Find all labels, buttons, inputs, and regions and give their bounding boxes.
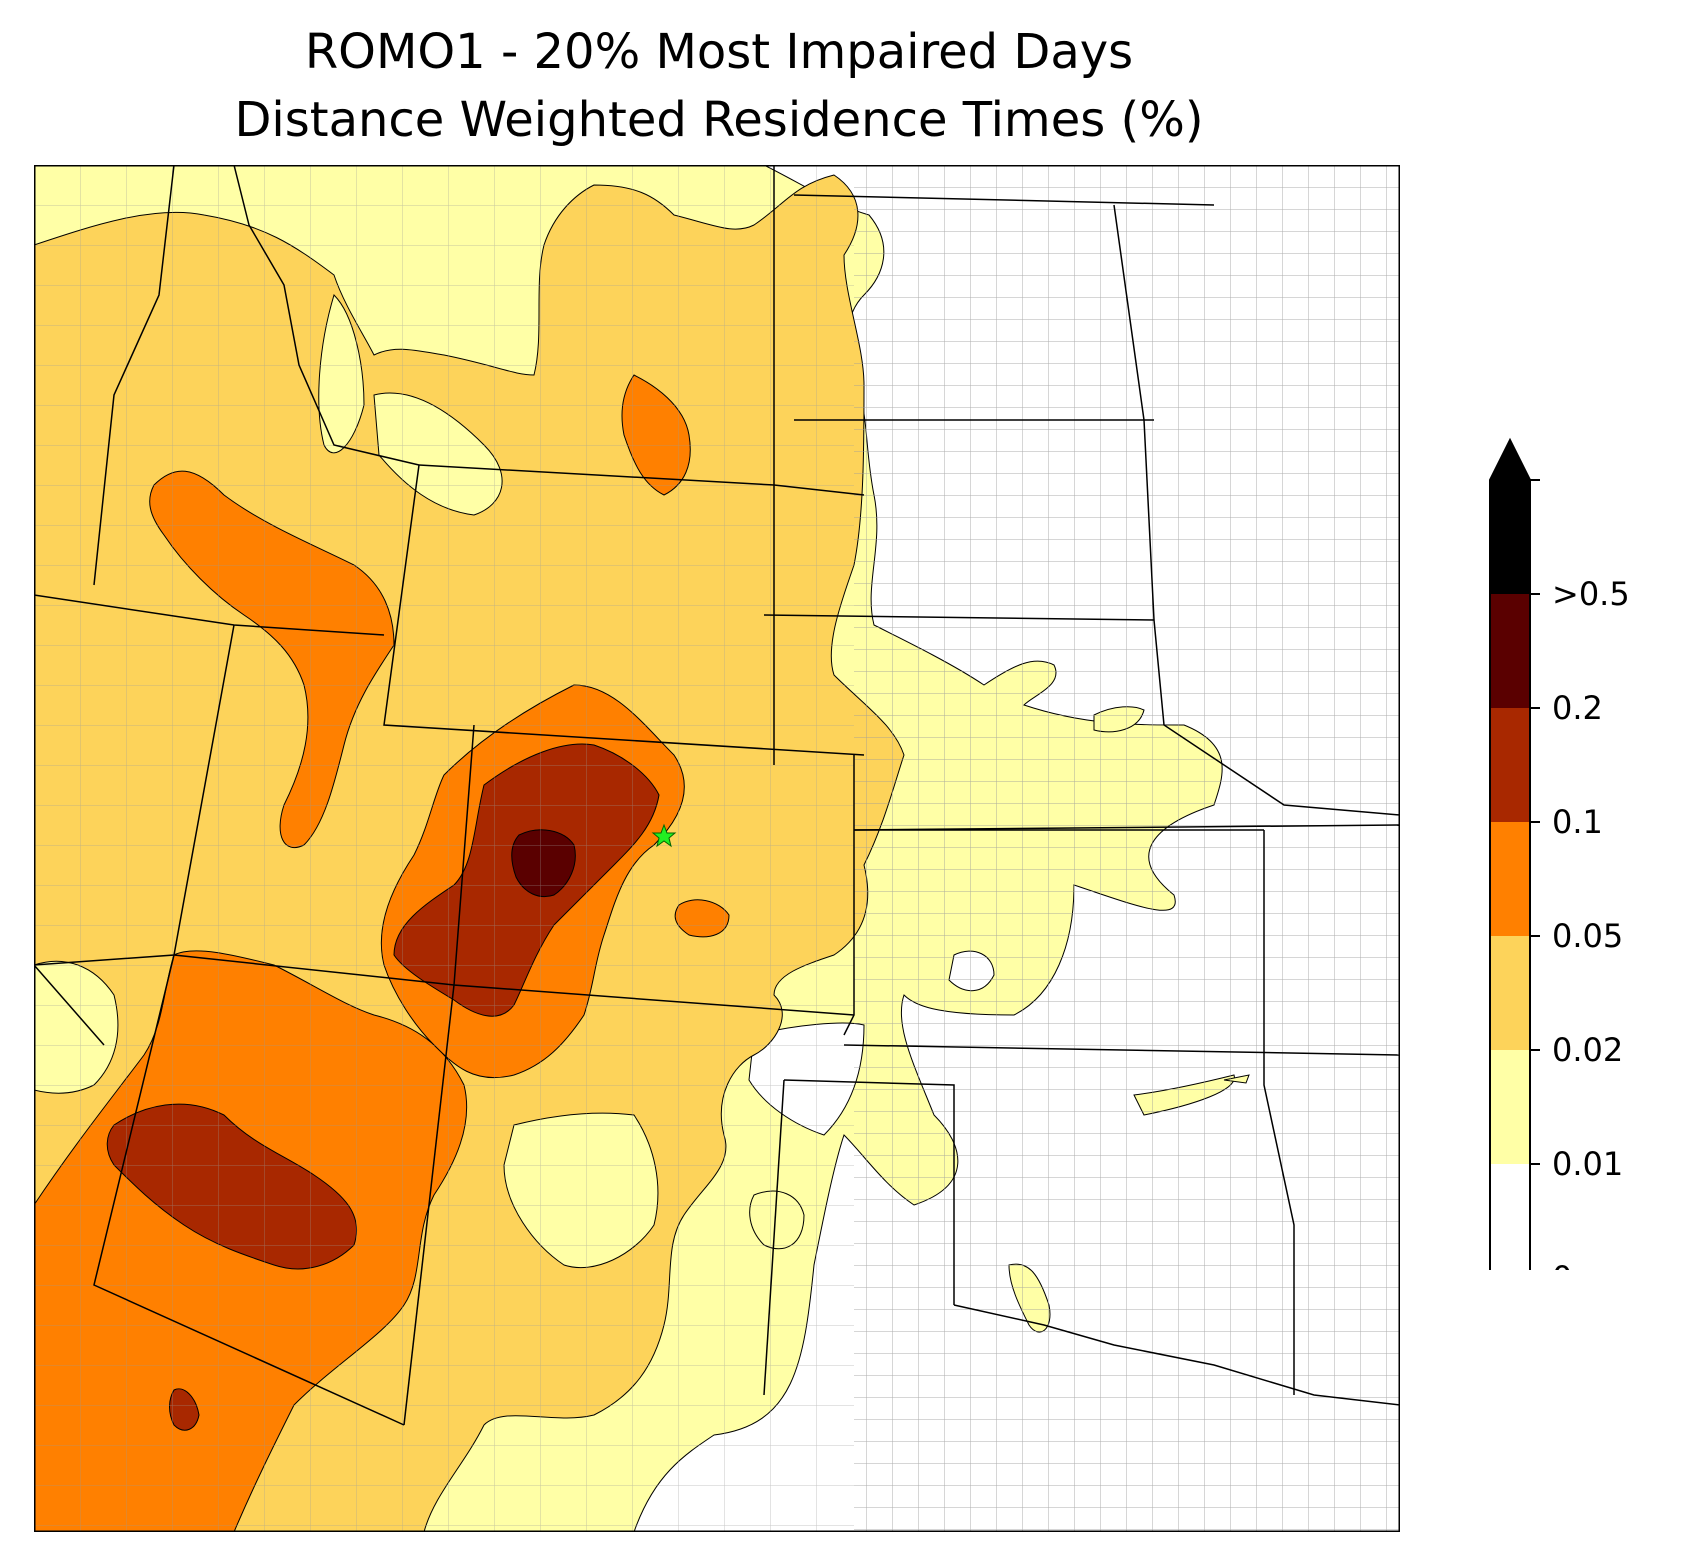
colorbar-tick-labels: 0 0.01 0.02 0.05 0.1 0.2 >0.5	[1530, 479, 1630, 1270]
colorbar-swatch	[1490, 480, 1530, 594]
map-title-line2: Distance Weighted Residence Times (%)	[234, 92, 1204, 148]
colorbar-swatch	[1490, 594, 1530, 708]
colorbar-swatches	[1489, 437, 1531, 1270]
colorbar-tick-label: >0.5	[1552, 575, 1630, 613]
colorbar-outline	[1489, 437, 1531, 1270]
station-marker-star	[651, 823, 677, 848]
colorbar-tick-label: 0.02	[1552, 1031, 1623, 1069]
colorbar: 0 0.01 0.02 0.05 0.1 0.2 >0.5	[1489, 437, 1630, 1270]
colorbar-tick-label: 0.01	[1552, 1145, 1623, 1183]
residence-time-map	[34, 165, 1400, 1532]
colorbar-swatch	[1490, 936, 1530, 1050]
colorbar-tick-label: 0.05	[1552, 917, 1623, 955]
colorbar-swatch	[1490, 708, 1530, 822]
colorbar-tick-label: 0.2	[1552, 689, 1603, 727]
colorbar-extend-arrow	[1490, 440, 1530, 480]
map-title-line1: ROMO1 - 20% Most Impaired Days	[304, 24, 1134, 80]
colorbar-tick-label: 0.1	[1552, 803, 1603, 841]
state-boundaries	[34, 165, 1400, 1426]
county-lines-east	[854, 165, 1400, 1532]
colorbar-swatch	[1490, 1050, 1530, 1164]
county-lines-west	[34, 165, 854, 1532]
colorbar-swatch	[1490, 822, 1530, 936]
colorbar-tick-label: 0	[1552, 1259, 1572, 1270]
colorbar-swatch	[1490, 1164, 1530, 1270]
